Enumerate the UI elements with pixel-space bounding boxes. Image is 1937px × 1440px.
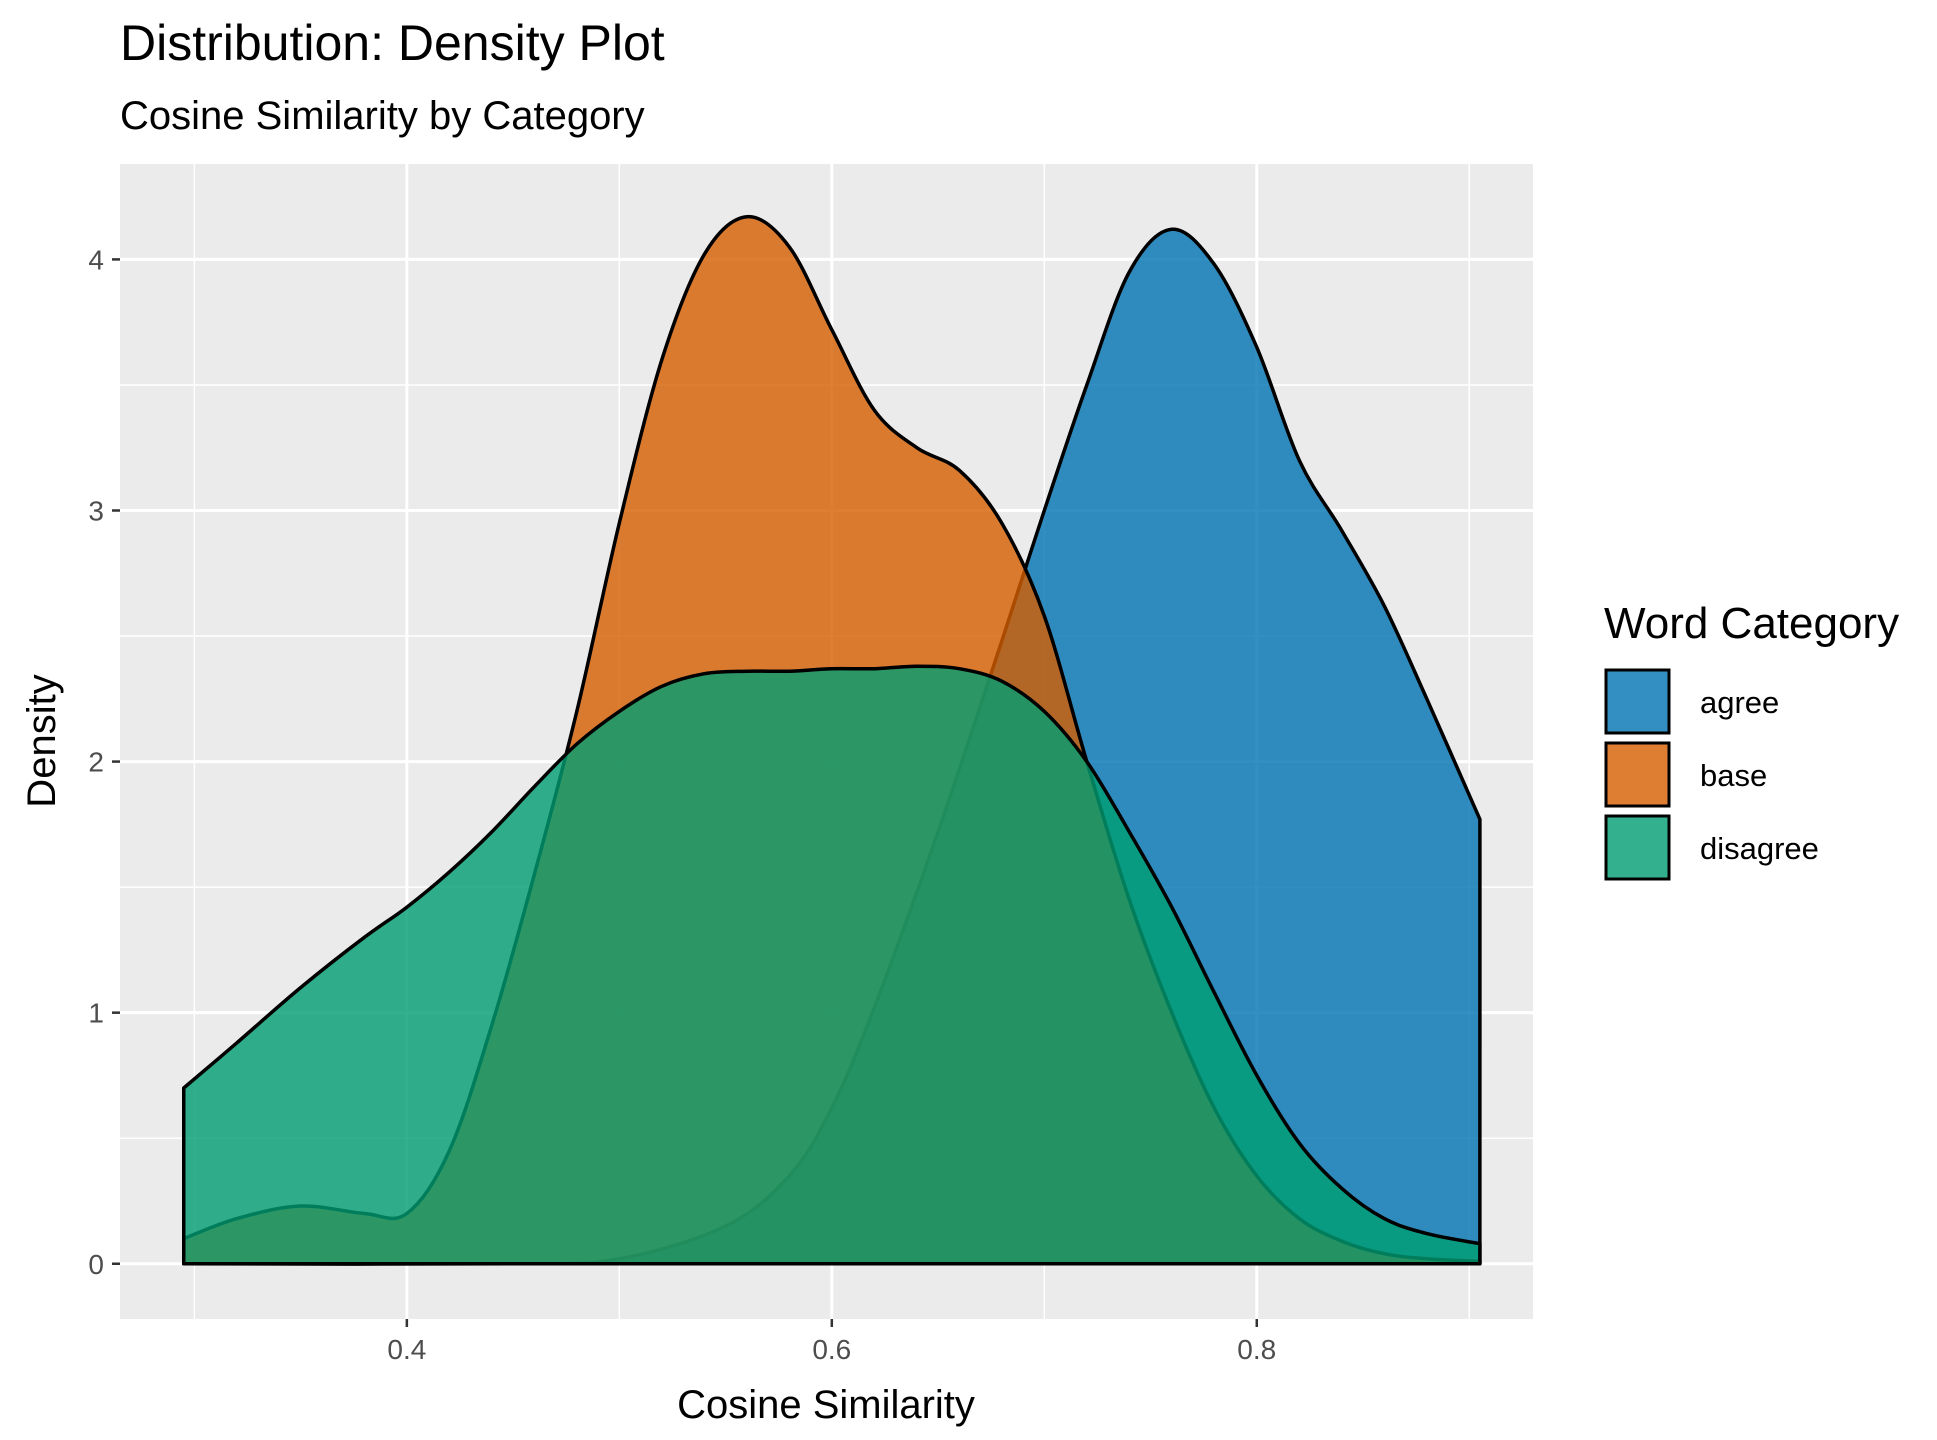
y-tick-label: 2 <box>88 747 104 778</box>
density-area-disagree <box>181 664 1482 1266</box>
legend-label-agree: agree <box>1700 685 1779 720</box>
x-axis-ticks: 0.4 0.6 0.8 <box>387 1319 1276 1365</box>
y-axis-title: Density <box>20 674 64 807</box>
x-tick-label: 0.6 <box>812 1334 851 1365</box>
x-tick-label: 0.4 <box>387 1334 426 1365</box>
chart-subtitle: Cosine Similarity by Category <box>120 94 645 138</box>
legend-swatch-base <box>1604 741 1671 808</box>
x-tick-label: 0.8 <box>1237 1334 1276 1365</box>
legend-swatch-agree <box>1604 668 1671 735</box>
y-tick-label: 0 <box>88 1249 104 1280</box>
density-areas <box>181 214 1482 1266</box>
y-tick-label: 3 <box>88 496 104 527</box>
legend-label-disagree: disagree <box>1700 831 1819 866</box>
legend-swatch-disagree <box>1604 814 1671 881</box>
x-axis-title: Cosine Similarity <box>677 1383 975 1427</box>
chart-title: Distribution: Density Plot <box>120 15 665 71</box>
legend: Word Category agree base disagree <box>1604 599 1899 881</box>
y-tick-label: 1 <box>88 998 104 1029</box>
legend-label-base: base <box>1700 758 1767 793</box>
legend-title: Word Category <box>1604 599 1899 648</box>
y-tick-label: 4 <box>88 244 104 275</box>
y-axis-ticks: 0 1 2 3 4 <box>88 244 120 1280</box>
